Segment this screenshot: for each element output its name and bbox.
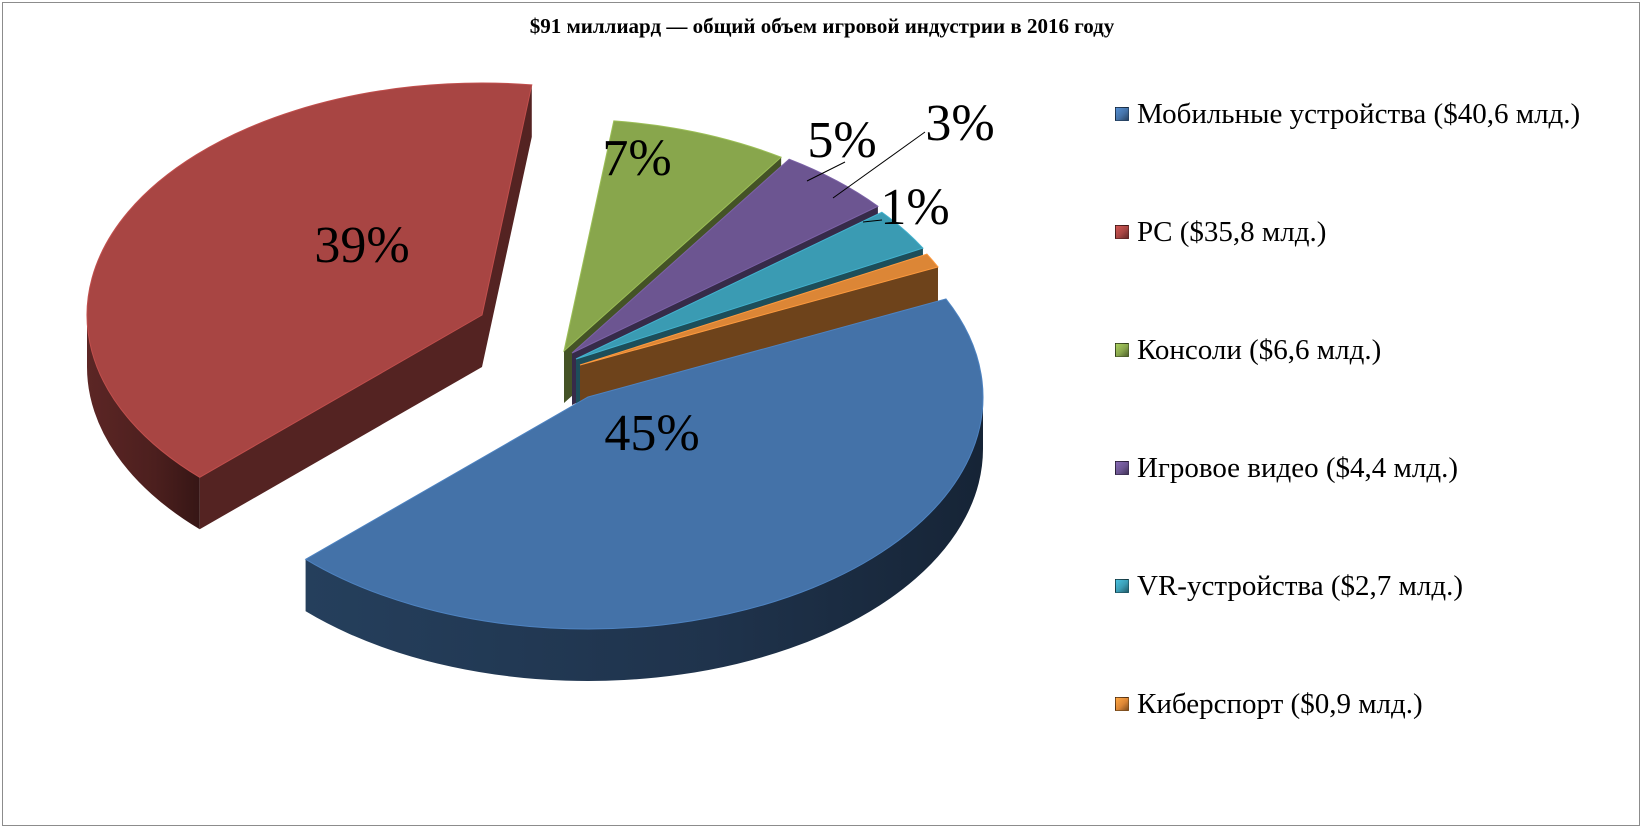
pie-slice-0: [304, 298, 984, 681]
legend-item-4: VR-устройства ($2,7 млд.): [1115, 566, 1463, 606]
pie-slice-1: [86, 82, 533, 530]
legend-swatch-3: [1115, 461, 1129, 475]
legend-swatch-2: [1115, 343, 1129, 357]
data-label-5: 1%: [880, 179, 949, 236]
data-label-0: 45%: [604, 405, 699, 462]
legend-label-3: Игровое видео ($4,4 млд.): [1137, 451, 1459, 484]
leader-line-4: [832, 131, 926, 199]
data-label-4: 3%: [925, 95, 994, 152]
legend-swatch-5: [1115, 697, 1129, 711]
legend-label-4: VR-устройства ($2,7 млд.): [1137, 569, 1463, 602]
data-label-1: 39%: [314, 217, 409, 274]
legend-item-2: Консоли ($6,6 млд.): [1115, 330, 1381, 370]
legend-label-0: Мобильные устройства ($40,6 млд.): [1137, 97, 1581, 130]
leader-line-5: [862, 219, 883, 223]
leader-line-3: [806, 161, 846, 182]
legend-label-5: Киберспорт ($0,9 млд.): [1137, 687, 1423, 720]
data-label-3: 5%: [807, 112, 876, 169]
legend-item-0: Мобильные устройства ($40,6 млд.): [1115, 94, 1580, 134]
legend-item-5: Киберспорт ($0,9 млд.): [1115, 684, 1423, 724]
legend-label-1: PC ($35,8 млд.): [1137, 215, 1327, 248]
data-label-2: 7%: [602, 130, 671, 187]
legend-item-3: Игровое видео ($4,4 млд.): [1115, 448, 1458, 488]
legend-swatch-4: [1115, 579, 1129, 593]
legend-swatch-0: [1115, 107, 1129, 121]
legend-label-2: Консоли ($6,6 млд.): [1137, 333, 1382, 366]
chart-title: $91 миллиард — общий объем игровой индус…: [529, 14, 1115, 38]
legend-item-1: PC ($35,8 млд.): [1115, 212, 1326, 252]
legend-swatch-1: [1115, 225, 1129, 239]
